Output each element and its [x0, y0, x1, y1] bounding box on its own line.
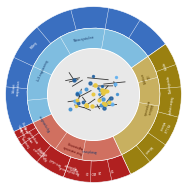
Point	[105, 103, 108, 106]
Text: Additive
compounds: Additive compounds	[142, 100, 154, 118]
Point	[99, 103, 102, 106]
Point	[85, 105, 88, 108]
Text: Polycrystalline: Polycrystalline	[38, 113, 52, 132]
Point	[106, 89, 109, 92]
Point	[91, 75, 94, 78]
Circle shape	[49, 50, 138, 139]
Text: Halide: Halide	[162, 61, 168, 70]
Point	[107, 99, 110, 102]
Text: ALD: ALD	[91, 170, 96, 174]
Text: Solvent
evaporation: Solvent evaporation	[12, 79, 22, 96]
Point	[110, 102, 113, 105]
Wedge shape	[14, 122, 131, 182]
Point	[101, 97, 104, 100]
Point	[85, 88, 88, 91]
Point	[103, 102, 106, 105]
Point	[91, 104, 94, 107]
Text: Transition
metal
compounds: Transition metal compounds	[20, 129, 40, 149]
Point	[97, 93, 100, 96]
Point	[113, 82, 116, 85]
Text: PS Li₂S
solvent: PS Li₂S solvent	[157, 121, 169, 133]
Point	[97, 98, 100, 101]
Point	[84, 103, 87, 106]
Point	[96, 86, 99, 89]
Point	[72, 78, 75, 81]
Point	[109, 97, 112, 100]
Point	[107, 101, 110, 104]
Text: Solvent: Solvent	[143, 144, 153, 154]
Text: Polymer: Polymer	[36, 146, 46, 156]
Wedge shape	[122, 44, 181, 174]
Text: High-pressure
sintering: High-pressure sintering	[32, 142, 52, 161]
Point	[88, 81, 91, 84]
Wedge shape	[6, 7, 165, 182]
Point	[98, 88, 101, 91]
Point	[68, 108, 71, 111]
Point	[75, 93, 78, 96]
Point	[102, 91, 105, 94]
Point	[94, 84, 96, 87]
Text: Li₂S engineering: Li₂S engineering	[36, 60, 49, 82]
Point	[92, 92, 95, 95]
Text: Amorphous: Amorphous	[81, 148, 96, 153]
Text: Carbon: Carbon	[68, 166, 79, 172]
Point	[101, 89, 104, 92]
Point	[115, 76, 118, 79]
Point	[76, 92, 79, 95]
Circle shape	[48, 49, 139, 140]
Point	[76, 99, 79, 102]
Text: Host materials
engineering: Host materials engineering	[64, 140, 85, 155]
Point	[102, 101, 105, 104]
Text: Core-shell: Core-shell	[48, 156, 62, 167]
Point	[101, 84, 104, 87]
Text: Milling: Milling	[30, 40, 39, 50]
Text: 2D: 2D	[97, 169, 101, 174]
Wedge shape	[113, 57, 160, 155]
Text: Monocrystalline: Monocrystalline	[73, 35, 95, 43]
Text: Additive
CEI: Additive CEI	[141, 70, 153, 84]
Text: Chalcogenide: Chalcogenide	[167, 74, 173, 93]
Text: Electrochemical
deposition: Electrochemical deposition	[58, 160, 82, 175]
Text: Spray-
drying: Spray- drying	[17, 120, 29, 132]
Text: 1D: 1D	[109, 167, 113, 172]
Text: Transition
metal: Transition metal	[18, 122, 32, 137]
Point	[78, 91, 81, 94]
Text: Redox couple: Redox couple	[167, 96, 173, 115]
Point	[104, 89, 107, 92]
Wedge shape	[33, 114, 122, 161]
Wedge shape	[27, 28, 148, 161]
Point	[73, 99, 76, 102]
Point	[74, 105, 77, 108]
Point	[102, 106, 105, 109]
Point	[82, 100, 85, 103]
Point	[115, 92, 118, 95]
Text: 3D: 3D	[85, 169, 89, 174]
Point	[77, 101, 80, 104]
